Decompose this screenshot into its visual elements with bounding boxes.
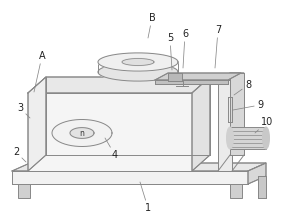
Text: 3: 3 [17,103,30,118]
Polygon shape [98,53,178,71]
Ellipse shape [226,127,233,149]
Polygon shape [192,77,210,171]
Text: A: A [34,51,45,92]
Bar [230,127,266,149]
Polygon shape [218,80,232,171]
Polygon shape [122,59,154,65]
Text: 2: 2 [13,147,26,162]
Polygon shape [28,93,192,171]
Text: 10: 10 [255,117,273,133]
Polygon shape [155,80,228,84]
Polygon shape [168,73,182,81]
Polygon shape [28,77,46,171]
Polygon shape [218,73,244,80]
Ellipse shape [262,127,270,149]
Polygon shape [230,184,242,198]
Polygon shape [248,163,266,184]
Text: n: n [80,128,85,137]
Polygon shape [155,73,241,80]
Polygon shape [28,77,210,93]
Text: 6: 6 [182,29,188,68]
Polygon shape [52,120,112,147]
Text: B: B [148,13,155,38]
Text: 9: 9 [233,100,263,110]
Polygon shape [18,184,30,198]
Text: 7: 7 [215,25,221,68]
Polygon shape [230,73,244,155]
Text: 8: 8 [234,80,251,95]
Text: 5: 5 [167,33,173,70]
Text: 4: 4 [105,138,118,160]
Polygon shape [12,163,266,171]
Polygon shape [12,171,248,184]
Polygon shape [258,176,266,198]
Polygon shape [70,128,94,138]
Polygon shape [98,63,178,81]
Text: 1: 1 [140,182,151,213]
